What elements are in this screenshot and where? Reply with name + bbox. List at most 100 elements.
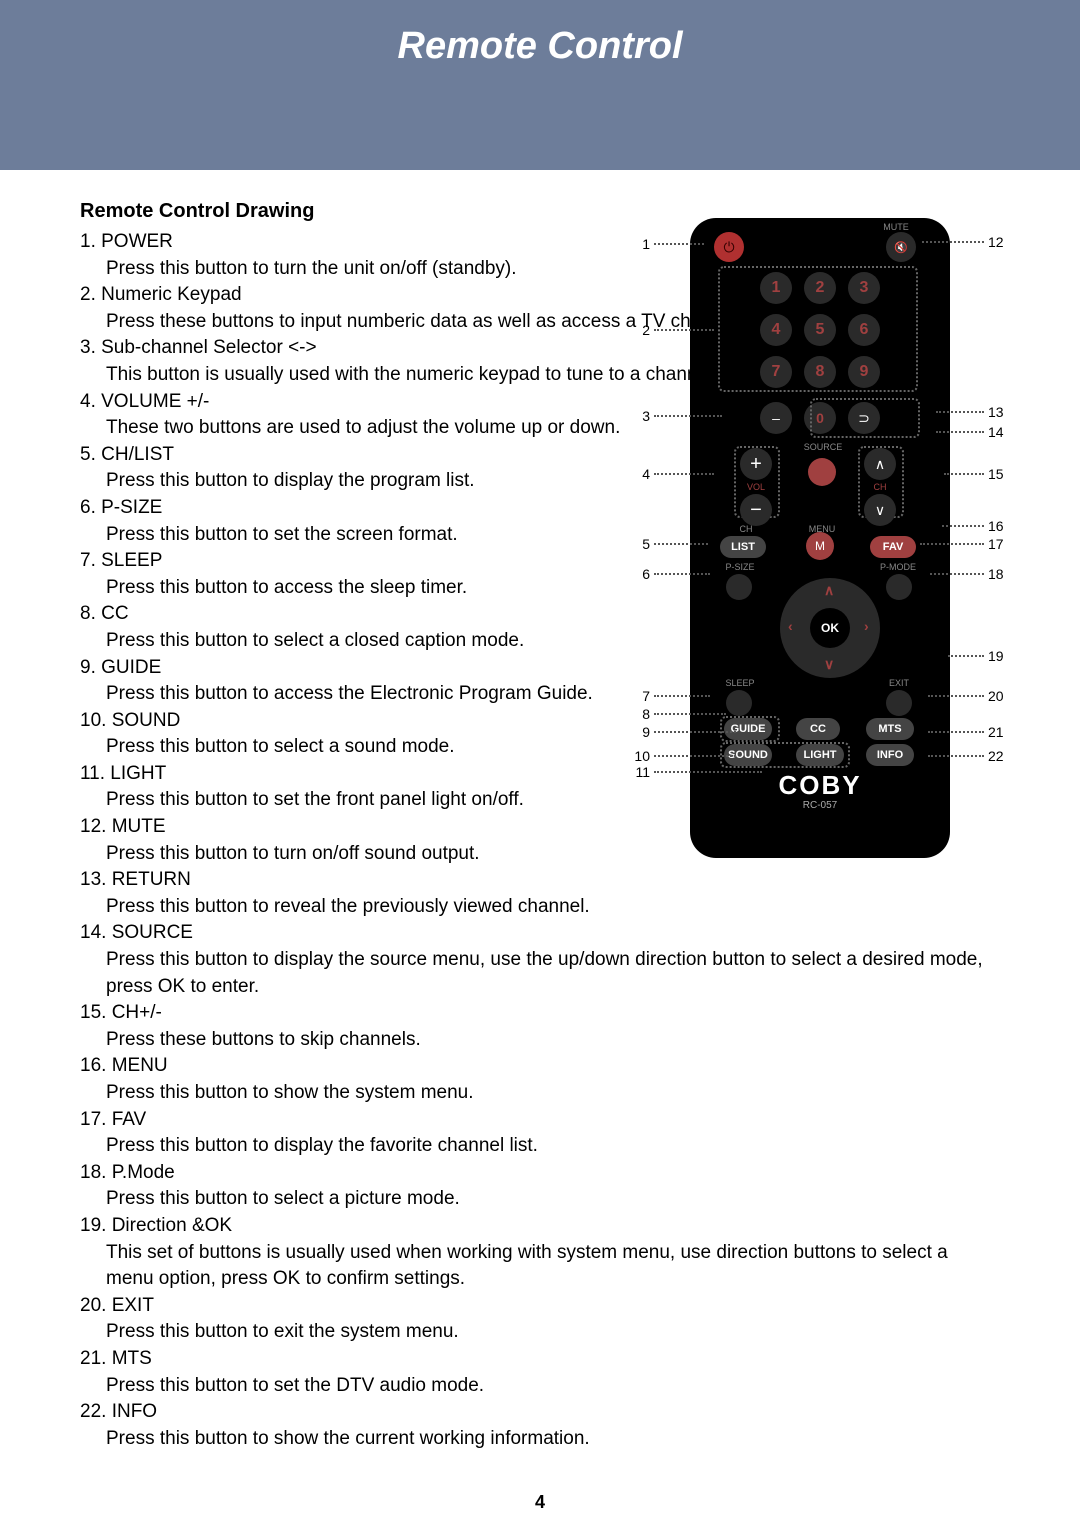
callout-num: 1 bbox=[630, 236, 650, 252]
subchannel-button: – bbox=[760, 402, 792, 434]
leader-line bbox=[922, 241, 984, 243]
callout-num: 5 bbox=[630, 536, 650, 552]
callout-num: 21 bbox=[988, 724, 1010, 740]
instruction-item: 15. CH+/-Press these buttons to skip cha… bbox=[80, 1000, 1000, 1053]
instruction-item: 21. MTSPress this button to set the DTV … bbox=[80, 1346, 1000, 1399]
ch-down-button: ∨ bbox=[864, 494, 896, 526]
ok-button: OK bbox=[810, 608, 850, 648]
callout-5: 5 bbox=[630, 536, 712, 552]
mute-label: MUTE bbox=[876, 222, 916, 232]
callout-22: 22 bbox=[924, 748, 1010, 764]
callout-1: 1 bbox=[630, 236, 708, 252]
dpad-up-icon: ∧ bbox=[824, 582, 834, 599]
instruction-item: 20. EXITPress this button to exit the sy… bbox=[80, 1293, 1000, 1346]
ch-list-label: CH bbox=[726, 524, 766, 534]
keypad-1: 1 bbox=[760, 272, 792, 304]
source-label: SOURCE bbox=[798, 442, 848, 452]
item-label: 17. FAV bbox=[80, 1107, 1000, 1134]
callout-2: 2 bbox=[630, 322, 718, 338]
callout-num: 22 bbox=[988, 748, 1010, 764]
callout-num: 19 bbox=[988, 648, 1010, 664]
item-desc: Press this button to select a picture mo… bbox=[80, 1186, 1000, 1213]
instruction-item: 19. Direction &OKThis set of buttons is … bbox=[80, 1213, 1000, 1293]
leader-line bbox=[920, 543, 984, 545]
vol-up-button: + bbox=[740, 448, 772, 480]
callout-num: 2 bbox=[630, 322, 650, 338]
leader-line bbox=[944, 473, 984, 475]
keypad-4: 4 bbox=[760, 314, 792, 346]
leader-line bbox=[654, 695, 710, 697]
instruction-item: 17. FAVPress this button to display the … bbox=[80, 1107, 1000, 1160]
callout-19: 19 bbox=[944, 648, 1010, 664]
item-desc: This set of buttons is usually used when… bbox=[80, 1240, 1000, 1293]
fav-button: FAV bbox=[870, 536, 916, 558]
cc-button: CC bbox=[796, 718, 840, 740]
dpad: ∧ ∨ ‹ › OK bbox=[780, 578, 880, 678]
callout-4: 4 bbox=[630, 466, 718, 482]
item-desc: Press this button to display the source … bbox=[80, 947, 1000, 1000]
item-desc: Press this button to show the system men… bbox=[80, 1080, 1000, 1107]
power-button: ⏻ bbox=[714, 232, 744, 262]
leader-line bbox=[928, 695, 984, 697]
callout-3: 3 bbox=[630, 408, 726, 424]
callout-12: 12 bbox=[918, 234, 1010, 250]
callout-num: 6 bbox=[630, 566, 650, 582]
callout-num: 11 bbox=[630, 764, 650, 780]
model-label: RC-057 bbox=[690, 800, 950, 811]
callout-21: 21 bbox=[924, 724, 1010, 740]
callout-18: 18 bbox=[926, 566, 1010, 582]
item-desc: Press this button to set the DTV audio m… bbox=[80, 1373, 1000, 1400]
menu-button: M bbox=[806, 532, 834, 560]
content-area: Remote Control Drawing 1. POWERPress thi… bbox=[0, 170, 1080, 1533]
leader-line bbox=[948, 655, 984, 657]
mts-button: MTS bbox=[866, 718, 914, 740]
light-button: LIGHT bbox=[796, 744, 844, 766]
callout-num: 14 bbox=[988, 424, 1010, 440]
header-band: Remote Control bbox=[0, 0, 1080, 170]
callout-num: 10 bbox=[630, 748, 650, 764]
mute-button: 🔇 bbox=[886, 232, 916, 262]
instruction-item: 22. INFOPress this button to show the cu… bbox=[80, 1399, 1000, 1452]
leader-line bbox=[654, 243, 704, 245]
vol-label: VOL bbox=[734, 482, 778, 492]
callout-num: 17 bbox=[988, 536, 1010, 552]
leader-line bbox=[654, 573, 710, 575]
item-label: 16. MENU bbox=[80, 1053, 1000, 1080]
psize-button bbox=[726, 574, 752, 600]
item-desc: Press this button to exit the system men… bbox=[80, 1319, 1000, 1346]
callout-num: 12 bbox=[988, 234, 1010, 250]
keypad-8: 8 bbox=[804, 356, 836, 388]
source-button bbox=[808, 458, 836, 486]
instruction-item: 18. P.ModePress this button to select a … bbox=[80, 1160, 1000, 1213]
item-desc: Press this button to display the favorit… bbox=[80, 1133, 1000, 1160]
callout-7: 7 bbox=[630, 688, 714, 704]
callout-num: 9 bbox=[630, 724, 650, 740]
leader-line bbox=[654, 755, 736, 757]
item-label: 14. SOURCE bbox=[80, 920, 1000, 947]
item-label: 22. INFO bbox=[80, 1399, 1000, 1426]
item-desc: Press this button to reveal the previous… bbox=[80, 894, 1000, 921]
remote-diagram: ⏻ MUTE 🔇 123456789 – 0 ⊃ SOURCE + VOL − … bbox=[630, 218, 1010, 858]
item-desc: Press this button to show the current wo… bbox=[80, 1426, 1000, 1453]
leader-line bbox=[930, 573, 984, 575]
keypad-5: 5 bbox=[804, 314, 836, 346]
item-label: 20. EXIT bbox=[80, 1293, 1000, 1320]
instruction-item: 16. MENUPress this button to show the sy… bbox=[80, 1053, 1000, 1106]
leader-line bbox=[654, 329, 714, 331]
callout-num: 13 bbox=[988, 404, 1010, 420]
page-title: Remote Control bbox=[0, 25, 1080, 68]
leader-line bbox=[942, 525, 984, 527]
pmode-button bbox=[886, 574, 912, 600]
leader-line bbox=[936, 411, 984, 413]
keypad-3: 3 bbox=[848, 272, 880, 304]
exit-label: EXIT bbox=[882, 678, 916, 688]
pmode-label: P-MODE bbox=[876, 562, 920, 572]
callout-9: 9 bbox=[630, 724, 740, 740]
callout-8: 8 bbox=[630, 706, 730, 722]
callout-num: 7 bbox=[630, 688, 650, 704]
dpad-right-icon: › bbox=[864, 618, 869, 634]
leader-line bbox=[654, 473, 714, 475]
callout-num: 3 bbox=[630, 408, 650, 424]
list-button: LIST bbox=[720, 536, 766, 558]
item-label: 15. CH+/- bbox=[80, 1000, 1000, 1027]
